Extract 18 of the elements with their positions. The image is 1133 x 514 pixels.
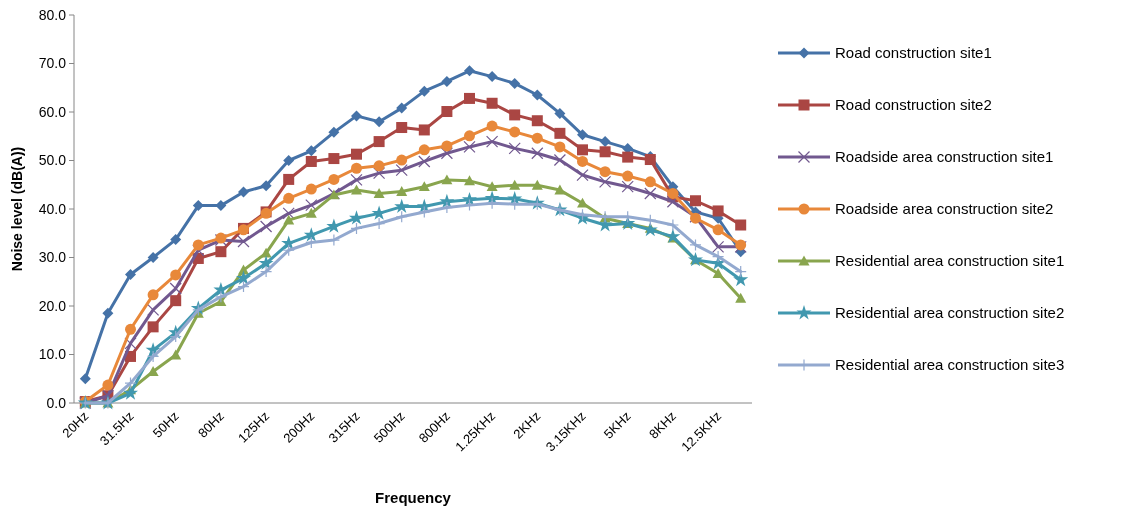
legend-label: Roadside area construction site1 [835,148,1054,166]
legend-label: Road construction site2 [835,96,992,114]
y-tick-label: 10.0 [38,346,67,363]
legend-label: Residential area construction site2 [835,304,1065,322]
y-tick-label: 60.0 [38,103,67,120]
legend-label: Residential area construction site3 [835,356,1065,374]
y-axis-title: Noise level (dB(A)) [9,146,25,272]
y-tick-label: 70.0 [38,55,67,72]
x-axis-title: Frequency [375,489,452,506]
y-tick-label: 20.0 [38,297,67,314]
y-tick-label: 30.0 [38,249,67,266]
y-tick-label: 50.0 [38,152,67,169]
legend-label: Roadside area construction site2 [835,200,1054,218]
y-tick-label: 40.0 [38,200,67,217]
y-tick-label: 80.0 [38,6,67,23]
legend-label: Residential area construction site1 [835,252,1065,270]
y-tick-label: 0.0 [46,394,67,411]
legend-label: Road construction site1 [835,44,992,62]
